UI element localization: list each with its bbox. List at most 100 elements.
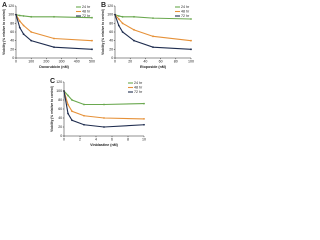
axes [114,6,191,59]
x-tick-label: 500 [89,59,95,63]
x-axis-title: Etoposide (nM) [140,65,167,69]
x-tick-label: 4 [95,137,97,141]
y-tick-label: 80 [58,98,62,102]
point [18,20,21,23]
series-line [114,14,192,42]
panel-label: A [2,2,7,9]
point [117,24,120,27]
axes [63,82,144,137]
point [53,46,55,49]
point [18,14,21,17]
point [117,18,120,20]
x-tick-label: 400 [74,59,80,63]
point [190,48,192,51]
series-line [15,14,93,42]
point [103,117,105,119]
point [22,33,25,36]
x-tick-label: 100 [28,59,34,63]
y-tick-label: 120 [8,4,14,8]
point [143,118,145,120]
x-tick-label: 2 [79,137,81,141]
point [143,102,145,105]
legend-label: 24 hr [181,5,190,9]
point [83,114,85,117]
series-line [63,90,145,106]
point [190,18,192,20]
y-tick-label: 80 [10,21,14,25]
series-line [63,90,145,120]
point [63,90,65,92]
y-tick-label: 100 [8,13,14,17]
point [30,39,33,42]
x-tick-label: 100 [188,59,194,63]
x-axis-title: Doxorubicin (nM) [39,65,69,69]
legend-label: 48 hr [181,9,190,13]
legend-label: 24 hr [134,81,143,85]
y-tick-label: 60 [58,107,62,111]
y-tick-label: 0 [60,134,62,138]
legend-label: 24 hr [82,5,91,9]
series-line [114,14,192,50]
x-tick-label: 6 [111,137,113,141]
x-tick-label: 0 [15,59,17,63]
legend-label: 72 hr [181,14,190,18]
x-tick-label: 10 [142,137,146,141]
point [91,39,93,42]
legend-label: 48 hr [134,85,143,89]
point [117,15,120,17]
x-tick-label: 200 [43,59,49,63]
point [71,99,73,101]
series-line [15,14,93,50]
point [133,15,135,18]
point [53,37,55,40]
x-tick-label: 40 [143,59,147,63]
point [30,15,33,18]
y-tick-label: 20 [10,47,14,51]
legend-label: 72 hr [82,14,91,18]
point [152,17,154,20]
point [133,39,135,42]
legend-label: 72 hr [134,90,143,94]
axes [15,6,92,59]
point [103,103,105,106]
point [83,123,85,126]
point [121,31,124,33]
y-tick-label: 20 [109,47,113,51]
x-tick-label: 0 [114,59,116,63]
x-tick-label: 20 [128,59,132,63]
point [152,46,154,49]
y-tick-label: 0 [111,56,113,60]
page: {"chart_data": [ {"type": "line", "label… [1,1,194,147]
point [190,39,192,42]
point [121,15,124,18]
point [15,13,17,16]
point [67,94,69,97]
y-axis-title: Viability (% relative to control) [101,9,105,55]
point [22,15,25,17]
y-tick-label: 60 [10,30,14,34]
legend-label: 48 hr [82,9,91,13]
y-axis-title: Viability (% relative to control) [50,86,54,132]
y-tick-label: 40 [10,39,14,43]
series-line [63,90,145,128]
y-tick-label: 20 [58,125,62,129]
point [103,126,105,128]
point [71,110,73,113]
point [143,123,145,126]
x-axis-title: Vinblastine (nM) [90,143,118,147]
point [152,35,154,38]
y-tick-label: 120 [107,4,113,8]
y-tick-label: 40 [109,39,113,43]
point [30,31,33,33]
panel-label: B [101,2,106,9]
point [71,119,73,122]
y-axis-title: Viability (% relative to control) [2,9,6,55]
point [18,26,21,29]
y-tick-label: 120 [56,80,62,84]
y-tick-label: 100 [56,89,62,93]
point [22,24,25,27]
y-tick-label: 0 [12,56,14,60]
x-tick-label: 80 [174,59,178,63]
point [114,13,116,16]
